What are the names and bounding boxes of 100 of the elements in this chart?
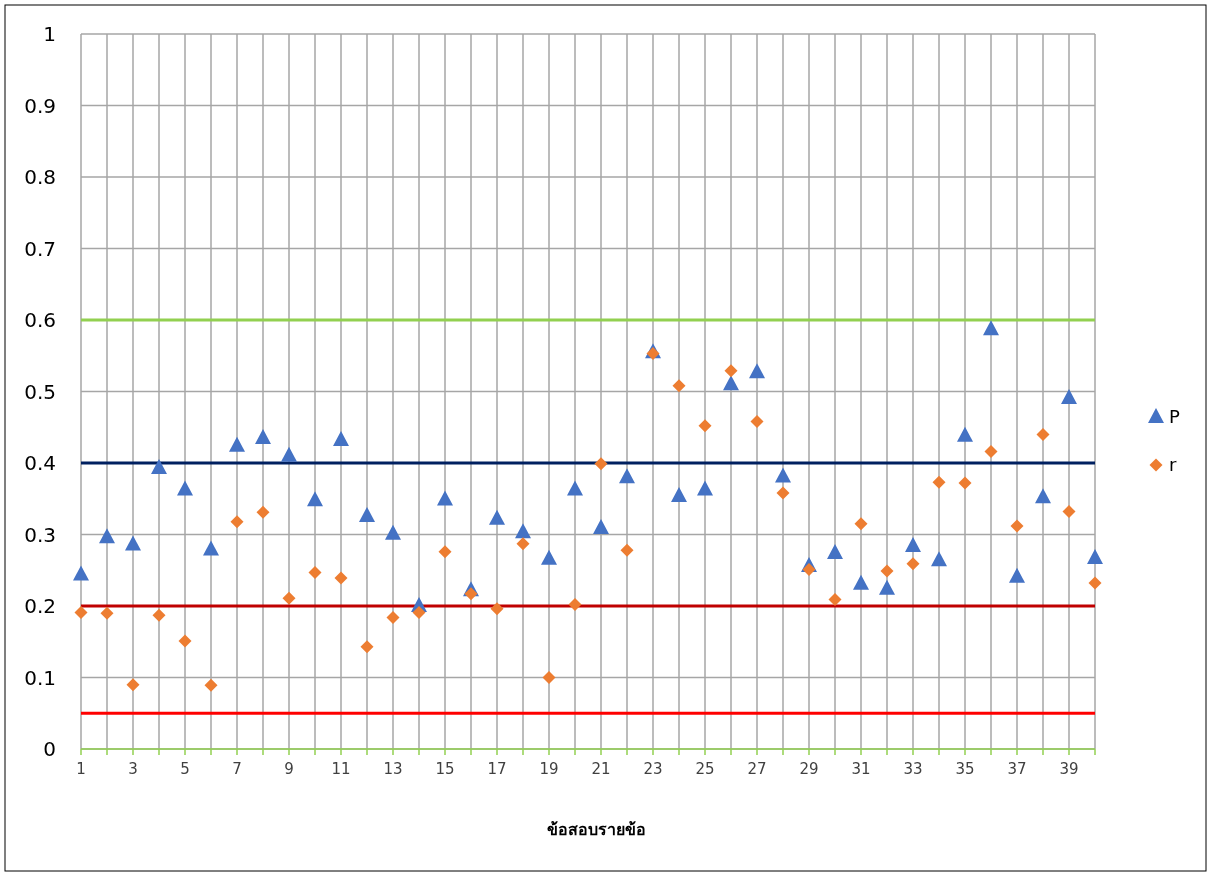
point	[73, 565, 89, 581]
point	[802, 563, 816, 577]
x-tick-label: 3	[128, 760, 138, 778]
point	[412, 605, 426, 619]
point	[957, 426, 973, 442]
y-tick-label: 0.2	[24, 594, 56, 618]
point	[880, 564, 894, 578]
x-tick-label: 1	[76, 760, 86, 778]
point	[308, 565, 322, 579]
point	[178, 634, 192, 648]
point	[151, 459, 167, 475]
point	[983, 320, 999, 336]
point	[1062, 505, 1076, 519]
x-tick-label: 19	[539, 760, 559, 778]
point	[723, 375, 739, 391]
point	[464, 587, 478, 601]
x-tick-label: 5	[180, 760, 190, 778]
point	[1088, 576, 1102, 590]
point	[568, 598, 582, 612]
point	[724, 364, 738, 378]
point	[854, 517, 868, 531]
y-tick-label: 0.3	[24, 522, 56, 547]
point	[984, 445, 998, 459]
point	[307, 491, 323, 507]
point	[1036, 427, 1050, 441]
point	[437, 490, 453, 506]
legend-label: r	[1169, 454, 1177, 476]
x-tick-label: 33	[903, 760, 923, 778]
point	[750, 415, 764, 429]
point	[697, 480, 713, 496]
point	[489, 509, 505, 525]
point	[593, 519, 609, 535]
point	[620, 543, 634, 557]
x-tick-label: 29	[799, 760, 819, 778]
point	[281, 446, 297, 462]
x-axis-title: ข้อสอบรายข้อ	[546, 820, 646, 839]
point	[958, 476, 972, 490]
x-tick-label: 39	[1059, 760, 1079, 778]
y-tick-label: 1	[43, 22, 56, 46]
x-tick-label: 35	[955, 760, 975, 778]
point	[776, 486, 790, 500]
point	[567, 480, 583, 496]
point	[99, 528, 115, 544]
point	[542, 671, 556, 684]
y-tick-label: 0.9	[24, 93, 56, 118]
point	[359, 506, 375, 522]
y-tick-label: 0.4	[24, 451, 56, 475]
x-tick-label: 31	[851, 760, 871, 778]
x-tick-label: 23	[643, 760, 663, 778]
point	[203, 540, 219, 556]
legend-label: P	[1169, 406, 1180, 428]
point	[229, 436, 245, 452]
point	[672, 379, 686, 393]
y-tick-label: 0	[43, 737, 56, 761]
point	[853, 574, 869, 590]
point	[932, 475, 946, 489]
point	[126, 678, 140, 692]
point	[438, 545, 452, 559]
point	[879, 579, 895, 595]
point	[1035, 488, 1051, 504]
point	[828, 593, 842, 607]
x-tick-label: 25	[695, 760, 715, 778]
point	[515, 523, 531, 539]
point	[1010, 519, 1024, 533]
point	[1087, 549, 1103, 565]
x-tick-label: 13	[383, 760, 403, 778]
point	[827, 544, 843, 560]
point	[386, 610, 400, 624]
point	[931, 551, 947, 567]
point	[230, 515, 244, 529]
x-tick-label: 21	[591, 760, 611, 778]
point	[334, 571, 348, 585]
point	[905, 536, 921, 552]
x-tick-label: 11	[331, 760, 351, 778]
y-tick-label: 0.1	[24, 665, 56, 690]
point	[775, 467, 791, 483]
y-tick-label: 0.8	[24, 165, 56, 189]
point	[516, 537, 530, 551]
y-tick-label: 0.5	[24, 379, 56, 404]
point	[490, 602, 504, 616]
x-tick-label: 9	[284, 760, 294, 778]
point	[74, 605, 88, 619]
point	[385, 524, 401, 540]
point	[255, 428, 271, 444]
point	[152, 608, 166, 622]
point	[360, 640, 374, 654]
x-tick-label: 15	[435, 760, 455, 778]
point	[1061, 388, 1077, 404]
point	[698, 419, 712, 433]
x-tick-label: 37	[1007, 760, 1027, 778]
point	[594, 457, 608, 471]
point	[619, 468, 635, 484]
point	[671, 486, 687, 502]
x-tick-label: 17	[487, 760, 507, 778]
point	[646, 347, 660, 361]
point	[333, 431, 349, 447]
point	[177, 480, 193, 496]
point	[204, 678, 218, 692]
point	[749, 363, 765, 379]
point	[906, 557, 920, 571]
